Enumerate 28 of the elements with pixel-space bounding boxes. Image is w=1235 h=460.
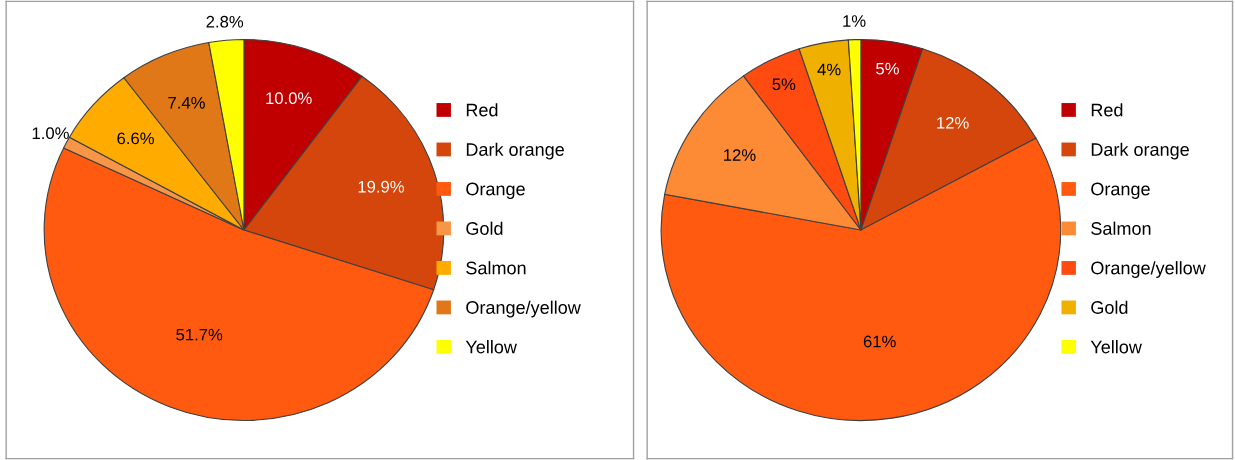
data-label: 2.8%	[206, 15, 244, 28]
data-label: 5%	[876, 62, 899, 75]
data-label: 12%	[724, 149, 756, 161]
data-label: 12%	[937, 116, 969, 129]
legend-label: Red	[1091, 103, 1123, 117]
data-label: 7.4%	[168, 96, 205, 109]
legend-label: Dark orange	[1091, 142, 1189, 160]
legend-label: Gold	[466, 221, 503, 235]
legend-label: Orange	[1091, 182, 1150, 199]
data-label: 1.0%	[32, 127, 69, 140]
legend-label: Gold	[1091, 300, 1128, 314]
legend-label: Yellow	[1090, 340, 1142, 354]
legend-label: Orange/yellow	[466, 300, 581, 318]
legend-label: Red	[466, 103, 498, 117]
legend-label: Salmon	[466, 261, 526, 275]
data-label: 1%	[843, 15, 866, 27]
data-label: 4%	[817, 63, 841, 76]
data-label: 10.0%	[266, 92, 312, 105]
data-label: 6.6%	[117, 132, 154, 145]
legend-label: Salmon	[1091, 221, 1151, 235]
data-label: 51.7%	[176, 328, 223, 341]
data-label: 61%	[863, 335, 896, 348]
legend-label: Orange/yellow	[1091, 261, 1206, 278]
legend-label: Dark orange	[466, 142, 564, 160]
legend-label: Yellow	[465, 340, 517, 354]
data-label: 5%	[772, 78, 796, 91]
data-label: 19.9%	[358, 180, 404, 193]
legend-label: Orange	[466, 182, 525, 199]
